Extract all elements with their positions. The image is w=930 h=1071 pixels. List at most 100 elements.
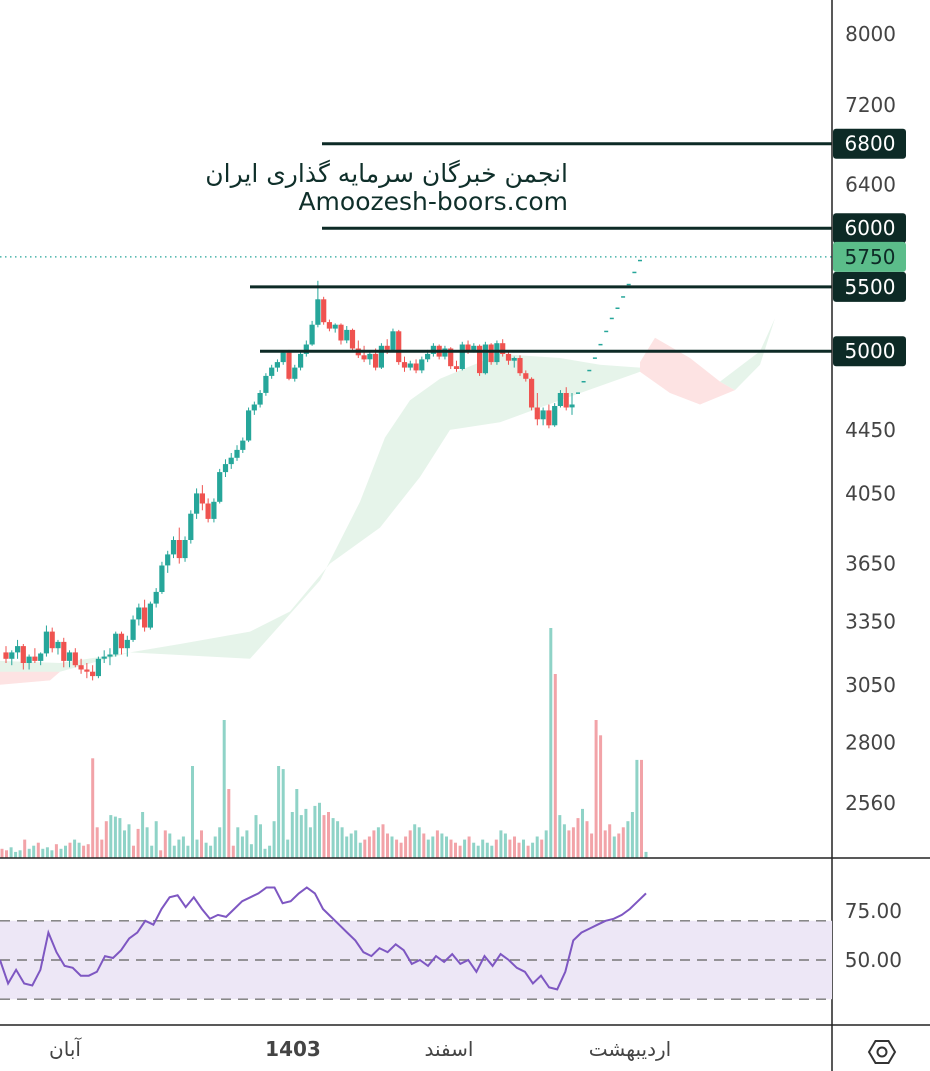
candle <box>482 341 488 375</box>
volume-bar <box>127 824 131 858</box>
volume-bar <box>295 789 299 858</box>
rsi-line <box>0 886 647 991</box>
candle <box>9 650 15 666</box>
candle <box>378 343 384 369</box>
candle <box>413 359 419 374</box>
candle <box>500 339 506 357</box>
candle <box>269 364 275 379</box>
volume-bar <box>200 830 203 858</box>
candle <box>66 650 73 668</box>
volume-bar <box>581 808 584 858</box>
volume-bar <box>209 845 213 858</box>
volume-bar <box>390 836 394 858</box>
volume-bar <box>531 842 535 858</box>
volume-bar <box>132 845 135 858</box>
volume-bar <box>431 836 435 858</box>
volume-bar <box>635 759 639 858</box>
volume-bar <box>517 842 521 858</box>
price-tick-label: 3350 <box>845 610 896 634</box>
hexagon-settings-icon[interactable] <box>867 1040 897 1064</box>
volume-bar <box>150 845 154 858</box>
candle <box>263 373 269 396</box>
volume-bar <box>558 815 562 858</box>
candle <box>118 631 125 655</box>
volume-bar <box>50 850 54 858</box>
price-axis[interactable]: 8000 7200 6400 4450 4050 3650 3350 3050 2800 2560 <box>845 22 896 815</box>
candle <box>303 340 309 357</box>
candle <box>211 498 217 523</box>
candle <box>38 652 44 666</box>
projection-dots <box>576 259 642 394</box>
candle <box>55 639 61 655</box>
candle <box>540 407 546 426</box>
level-badge: 5500 <box>833 271 906 302</box>
volume-bar <box>585 821 589 858</box>
volume-bar <box>590 833 594 858</box>
volume-bar <box>626 821 630 858</box>
volume-bar <box>576 818 580 858</box>
volume-bar <box>340 827 344 858</box>
candle <box>136 603 142 626</box>
volume-bar <box>204 842 208 858</box>
candle <box>557 390 563 408</box>
volume-bar <box>313 805 317 858</box>
watermark-persian: انجمن خبرگان سرمایه گذاری ایران <box>205 159 568 188</box>
volume-bar <box>123 830 126 858</box>
volume-bar <box>467 836 471 858</box>
volume-bar <box>640 759 643 858</box>
volume-bar <box>73 839 77 858</box>
volume-bar <box>141 812 145 858</box>
svg-text:5750: 5750 <box>845 245 896 269</box>
candle <box>286 349 292 381</box>
volume-bar <box>463 839 467 858</box>
candle <box>315 280 321 328</box>
candle <box>78 658 84 674</box>
volume-bar <box>363 839 367 858</box>
candle <box>332 323 338 333</box>
volume-bar <box>472 842 476 858</box>
volume-bar <box>82 845 86 858</box>
candlesticks <box>3 280 575 681</box>
price-tick-label: 4450 <box>845 418 896 442</box>
volume-bar <box>567 830 571 858</box>
volume-bar <box>608 824 612 858</box>
volume-bar <box>354 830 358 858</box>
price-tick-label: 3050 <box>845 673 896 697</box>
volume-bar <box>422 833 426 858</box>
candle <box>32 648 38 663</box>
volume-bar <box>481 839 485 858</box>
volume-bar <box>172 845 176 858</box>
volume-bar <box>36 842 40 858</box>
volume-bar <box>195 839 199 858</box>
volume-bar <box>617 833 621 858</box>
volume-bar <box>544 830 548 858</box>
candle <box>228 453 234 469</box>
volume-bar <box>299 815 303 858</box>
projection-mark <box>626 283 631 286</box>
candle <box>390 328 396 352</box>
candle <box>298 351 304 371</box>
candle <box>453 360 460 372</box>
candle <box>95 656 101 679</box>
projection-mark <box>587 369 592 372</box>
volume-bar <box>163 830 167 858</box>
projection-mark <box>592 357 597 359</box>
volume-bar <box>490 845 494 858</box>
svg-text:5500: 5500 <box>845 275 896 299</box>
volume-bar <box>408 830 412 858</box>
candle <box>84 663 90 679</box>
candle <box>407 360 413 371</box>
volume-bar <box>281 769 285 858</box>
candle <box>246 407 252 443</box>
volume-bar <box>571 827 575 858</box>
volume-bar <box>113 816 117 858</box>
volume-bar <box>95 827 99 858</box>
volume-bar <box>345 836 349 858</box>
time-axis[interactable]: آبان 1403 اسفند اردیبهشت <box>49 1036 671 1061</box>
volume-bar <box>503 833 507 858</box>
volume-bar <box>27 848 31 858</box>
volume-bar <box>268 845 272 858</box>
volume-bar <box>0 848 4 858</box>
rsi-pane[interactable]: 75.00 50.00 <box>0 886 902 1000</box>
